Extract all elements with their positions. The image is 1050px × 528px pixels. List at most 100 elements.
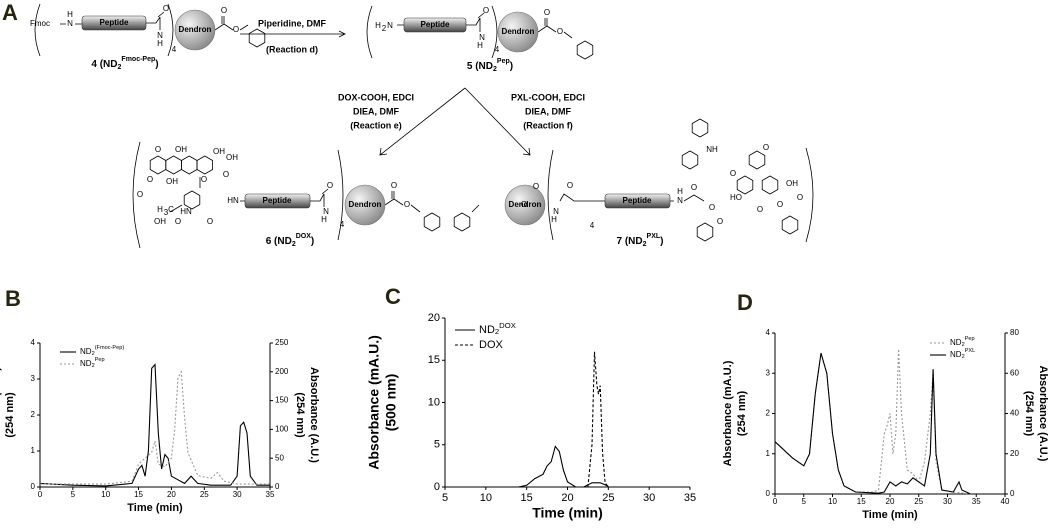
ring <box>165 155 182 175</box>
bond <box>169 177 421 213</box>
panel-letter: C <box>385 284 401 309</box>
atom-label: 4 <box>172 45 177 54</box>
bond <box>240 30 346 38</box>
y-tick-label: 1 <box>766 449 771 458</box>
x-tick-label: 10 <box>828 497 837 506</box>
atom-label: 4 <box>340 220 345 229</box>
label-end: ) <box>155 59 158 70</box>
peptide-label: Peptide <box>100 18 129 27</box>
data-line <box>518 445 609 488</box>
atom-label: OH <box>786 179 798 188</box>
atom-label: O <box>233 25 239 34</box>
atom-label: O <box>207 217 213 226</box>
legend-label: ND2Pep <box>950 336 975 348</box>
y-axis-title: Absorbance (A.U.) <box>0 367 2 463</box>
bond <box>805 147 814 243</box>
atom-label: N <box>677 196 683 205</box>
ring <box>748 150 766 170</box>
x-tick-label: 5 <box>802 497 807 506</box>
atom-label: O <box>155 145 161 154</box>
ring <box>196 155 214 175</box>
atom-label: H <box>375 21 381 30</box>
atom-label: O <box>544 8 550 17</box>
legend-label: ND2Pep <box>80 357 105 369</box>
y-axis-title: (500 nm) <box>383 374 399 432</box>
x-tick-label: 35 <box>266 490 275 499</box>
atom-label: OH <box>226 153 238 162</box>
x-tick-label: 20 <box>167 490 176 499</box>
atom-label: O <box>404 200 410 209</box>
atom-label: O <box>757 205 763 214</box>
bond <box>132 141 141 249</box>
atom-label: H <box>477 41 483 50</box>
atom-label: HO <box>730 193 742 202</box>
reaction-condition: (Reaction e) <box>350 120 402 130</box>
bond <box>34 3 41 57</box>
atom-label: O <box>557 27 563 36</box>
atom-label: O <box>777 200 783 209</box>
data-line <box>587 351 609 488</box>
dendron-sphere <box>504 184 546 226</box>
data-line <box>39 363 270 487</box>
y2-axis-title: Absorbance (A.U.) <box>308 367 320 463</box>
atom-label: O <box>327 181 333 190</box>
legend-sup: PXL <box>965 348 976 354</box>
atom-label: O <box>201 175 207 184</box>
x-tick-label: 35 <box>684 492 696 504</box>
data-line <box>774 352 971 495</box>
legend-label: DOX <box>479 339 504 351</box>
reaction-condition: DOX-COOH, EDCI <box>338 92 414 102</box>
dendron-sphere <box>344 184 386 226</box>
atom-label: H <box>157 205 163 214</box>
reaction-condition: DIEA, DMF <box>353 106 400 116</box>
legend-sub: 2 <box>92 351 95 357</box>
x-tick-label: 15 <box>857 497 866 506</box>
atom-label: HN <box>227 196 239 205</box>
label-sub: 2 <box>292 241 296 248</box>
peptide-block <box>244 193 311 209</box>
atom-label: N <box>157 31 163 40</box>
legend-name: ND <box>950 338 962 347</box>
atom-label: O <box>797 193 803 202</box>
atom-label: OH <box>154 217 166 226</box>
compound-label: 7 (ND2PXL) <box>617 233 664 248</box>
y-axis-title: Absorbance (mA.U.) <box>722 360 734 466</box>
atom-label: N <box>67 19 73 28</box>
y-tick-label: 2 <box>31 410 36 419</box>
label-end: ) <box>660 236 663 247</box>
legend-name: DOX <box>479 339 504 351</box>
y-tick-label: 3 <box>31 374 36 383</box>
x-tick-label: 5 <box>71 490 76 499</box>
legend-sub: 2 <box>495 327 499 336</box>
y2-axis-title: (254 nm) <box>1023 391 1035 437</box>
atom-label: Fmoc <box>30 19 50 28</box>
atom-label: O <box>223 170 229 179</box>
atom-label: O <box>730 169 736 178</box>
peptide-label: Peptide <box>421 20 450 29</box>
atom-label: O <box>391 181 397 190</box>
y-tick-label: 0 <box>766 489 771 498</box>
legend-sub: 2 <box>962 342 965 348</box>
y-tick-label: 10 <box>428 396 440 408</box>
atom-label: N <box>387 21 393 30</box>
legend-name: ND <box>80 359 92 368</box>
dendron-sphere <box>174 9 216 51</box>
ring <box>149 155 167 175</box>
atom-label: O <box>137 190 143 199</box>
legend-name: ND <box>950 350 962 359</box>
y2-tick-label: 40 <box>1010 409 1019 418</box>
dendron-label: Dendron <box>349 200 382 209</box>
reaction-condition: PXL-COOH, EDCI <box>511 92 585 102</box>
atom-label: O <box>533 182 539 191</box>
atom-label: O <box>691 183 697 192</box>
atom-label: NH <box>706 145 718 154</box>
atom-label: O <box>763 143 769 152</box>
label-end: ) <box>510 61 513 72</box>
atom-label: H <box>321 215 327 224</box>
x-axis-title: Time (min) <box>127 502 183 514</box>
y-tick-label: 20 <box>428 312 440 324</box>
y-axis-title: (254 nm) <box>736 391 748 437</box>
